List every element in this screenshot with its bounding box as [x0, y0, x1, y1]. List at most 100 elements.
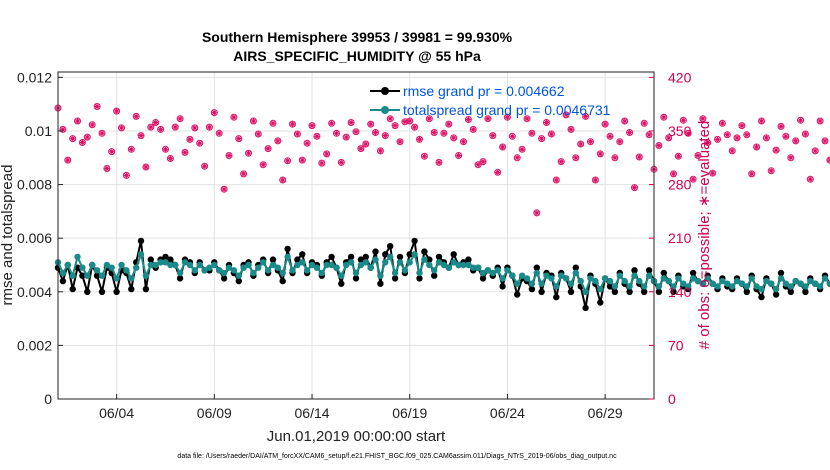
obs-possible-marker [460, 138, 467, 146]
obs-possible-marker [665, 134, 673, 142]
spread-marker [274, 264, 281, 271]
rmse-marker [426, 256, 433, 263]
spread-marker [548, 275, 555, 282]
obs-possible-marker [293, 130, 301, 138]
obs-evaluated-marker [768, 168, 774, 174]
obs-possible-marker [98, 129, 106, 137]
obs-evaluated-marker [314, 133, 320, 139]
spread-marker [245, 261, 252, 269]
spread-marker [391, 269, 399, 277]
obs-evaluated-marker [553, 177, 559, 183]
obs-evaluated-marker [612, 155, 618, 161]
rmse-marker [69, 285, 76, 293]
obs-possible-marker [162, 145, 169, 153]
obs-evaluated-marker [817, 118, 823, 124]
rmse-marker [772, 291, 780, 298]
obs-evaluated-marker [710, 170, 716, 176]
obs-possible-marker [557, 158, 565, 166]
obs-possible-marker [611, 154, 619, 162]
obs-evaluated-marker [338, 159, 344, 165]
spread-marker [133, 264, 140, 271]
obs-evaluated-marker [807, 176, 813, 182]
obs-evaluated-marker [544, 120, 550, 126]
rmse-marker [514, 291, 521, 298]
rmse-marker [435, 253, 443, 261]
obs-possible-marker [503, 113, 511, 121]
spread-marker [494, 267, 501, 274]
obs-possible-marker [709, 169, 717, 177]
spread-marker [567, 280, 575, 287]
rmse-marker [279, 277, 286, 285]
obs-possible-marker [201, 162, 209, 170]
obs-possible-marker [78, 139, 86, 146]
obs-possible-marker [416, 135, 423, 143]
obs-possible-marker [728, 147, 736, 155]
spread-marker [631, 272, 638, 279]
obs-possible-marker [640, 119, 648, 127]
spread-marker [636, 277, 643, 285]
obs-possible-marker [562, 111, 570, 119]
spread-marker [372, 256, 379, 263]
spread-marker [523, 275, 531, 282]
y-left-axis-label: rmse and totalspread [0, 165, 16, 306]
obs-possible-marker [93, 103, 101, 110]
obs-evaluated-marker [368, 121, 374, 127]
obs-possible-marker [215, 129, 223, 137]
obs-evaluated-marker [636, 154, 642, 160]
obs-possible-marker [132, 112, 140, 120]
obs-possible-marker [660, 113, 668, 121]
obs-possible-marker [806, 175, 814, 183]
obs-evaluated-marker [631, 185, 637, 191]
obs-possible-marker [318, 159, 326, 167]
obs-evaluated-marker [431, 129, 437, 135]
obs-possible-marker [484, 115, 492, 123]
obs-possible-marker [591, 176, 599, 184]
obs-possible-marker [103, 165, 111, 172]
obs-evaluated-marker [99, 130, 105, 136]
spread-marker [294, 261, 301, 269]
obs-possible-marker [626, 129, 634, 136]
obs-possible-marker [762, 134, 770, 142]
spread-marker [328, 261, 335, 269]
obs-evaluated-marker [79, 139, 85, 145]
obs-possible-marker [157, 125, 165, 133]
rmse-marker [533, 264, 540, 271]
spread-marker [509, 272, 516, 279]
rmse-line [57, 239, 830, 309]
obs-evaluated-marker [94, 103, 100, 109]
obs-possible-marker [616, 138, 624, 146]
spread-marker [694, 277, 702, 285]
spread-marker [489, 269, 496, 277]
obs-evaluated-marker [270, 120, 276, 126]
obs-possible-marker [152, 119, 160, 126]
spread-marker [782, 280, 790, 287]
obs-evaluated-marker [114, 108, 120, 114]
obs-evaluated-marker [65, 157, 71, 163]
obs-possible-marker [333, 129, 340, 137]
obs-possible-marker [220, 185, 228, 193]
spread-marker [235, 272, 242, 279]
spread-marker [792, 277, 799, 285]
obs-possible-marker [704, 139, 712, 146]
obs-possible-marker [821, 137, 829, 145]
obs-evaluated-marker [700, 116, 706, 122]
obs-possible-marker [450, 134, 458, 142]
obs-possible-marker [455, 152, 463, 159]
obs-evaluated-marker [299, 157, 305, 163]
obs-possible-marker [767, 167, 775, 175]
spread-marker [220, 269, 228, 277]
rmse-marker [641, 288, 648, 295]
spread-marker [308, 261, 316, 269]
obs-evaluated-marker [109, 149, 115, 155]
rmse-marker [142, 285, 150, 293]
spread-marker [826, 280, 830, 287]
spread-marker [743, 283, 750, 290]
spread-marker [74, 253, 81, 261]
obs-evaluated-marker [358, 146, 364, 152]
spread-marker [558, 272, 565, 279]
obs-evaluated-marker [568, 126, 574, 132]
obs-evaluated-marker [387, 116, 393, 122]
spread-marker [387, 253, 394, 261]
obs-evaluated-marker [382, 133, 388, 139]
obs-evaluated-marker [226, 152, 232, 158]
